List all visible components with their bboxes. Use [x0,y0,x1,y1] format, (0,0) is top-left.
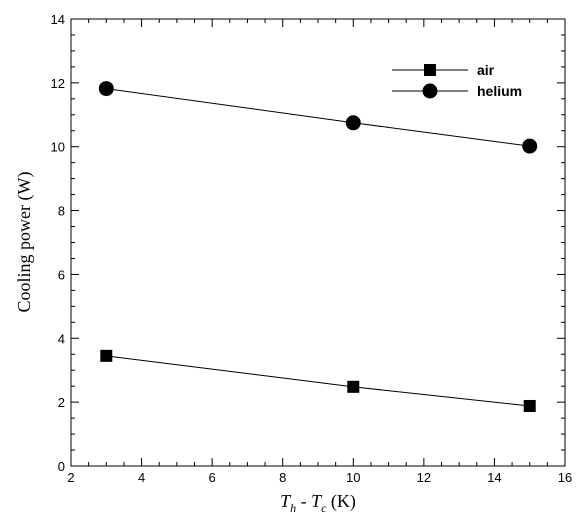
data-point-helium [522,138,538,154]
y-axis-title: Cooling power (W) [14,172,35,313]
y-tick-label: 6 [58,267,65,282]
x-axis-title-sub2: c [321,501,327,512]
x-axis-title-mid: - [296,491,311,511]
series-helium [98,81,538,154]
x-tick-label: 16 [558,470,572,485]
x-tick-label: 4 [138,470,145,485]
x-axis-title-unit: (K) [326,491,356,512]
series-layer [98,81,538,412]
data-point-helium [98,81,114,97]
x-axis-title-var2: T [311,491,323,511]
x-tick-label: 14 [487,470,501,485]
x-axis: 2 4 6 8 10 12 14 16 [67,19,572,485]
x-tick-label: 12 [417,470,431,485]
legend-label: helium [477,83,522,99]
y-tick-label: 14 [51,12,65,27]
legend-item-helium: helium [392,83,522,99]
y-tick-label: 10 [51,140,65,155]
y-axis: 0 2 4 6 8 10 12 14 [51,12,565,474]
legend: air helium [392,62,522,99]
legend-marker [424,64,436,76]
legend-marker [422,83,438,99]
y-tick-label: 0 [58,459,65,474]
data-point-air [523,399,536,412]
x-axis-title: Th - Tc (K) [280,491,356,512]
series-line-helium [106,88,530,147]
y-tick-label: 2 [58,395,65,410]
x-tick-label: 8 [279,470,286,485]
legend-label: air [477,62,495,78]
x-tick-label: 10 [346,470,360,485]
y-tick-label: 4 [58,331,65,346]
series-air [100,349,536,412]
y-tick-label: 12 [51,76,65,91]
y-tick-label: 8 [58,204,65,219]
legend-item-air: air [392,62,495,78]
x-tick-label: 6 [209,470,216,485]
x-tick-label: 2 [67,470,74,485]
x-axis-title-var1: T [280,491,292,511]
x-axis-title-sub1: h [290,501,296,512]
data-point-helium [345,115,361,131]
data-point-air [347,380,360,393]
data-point-air [100,349,113,362]
series-line-air [106,355,530,407]
